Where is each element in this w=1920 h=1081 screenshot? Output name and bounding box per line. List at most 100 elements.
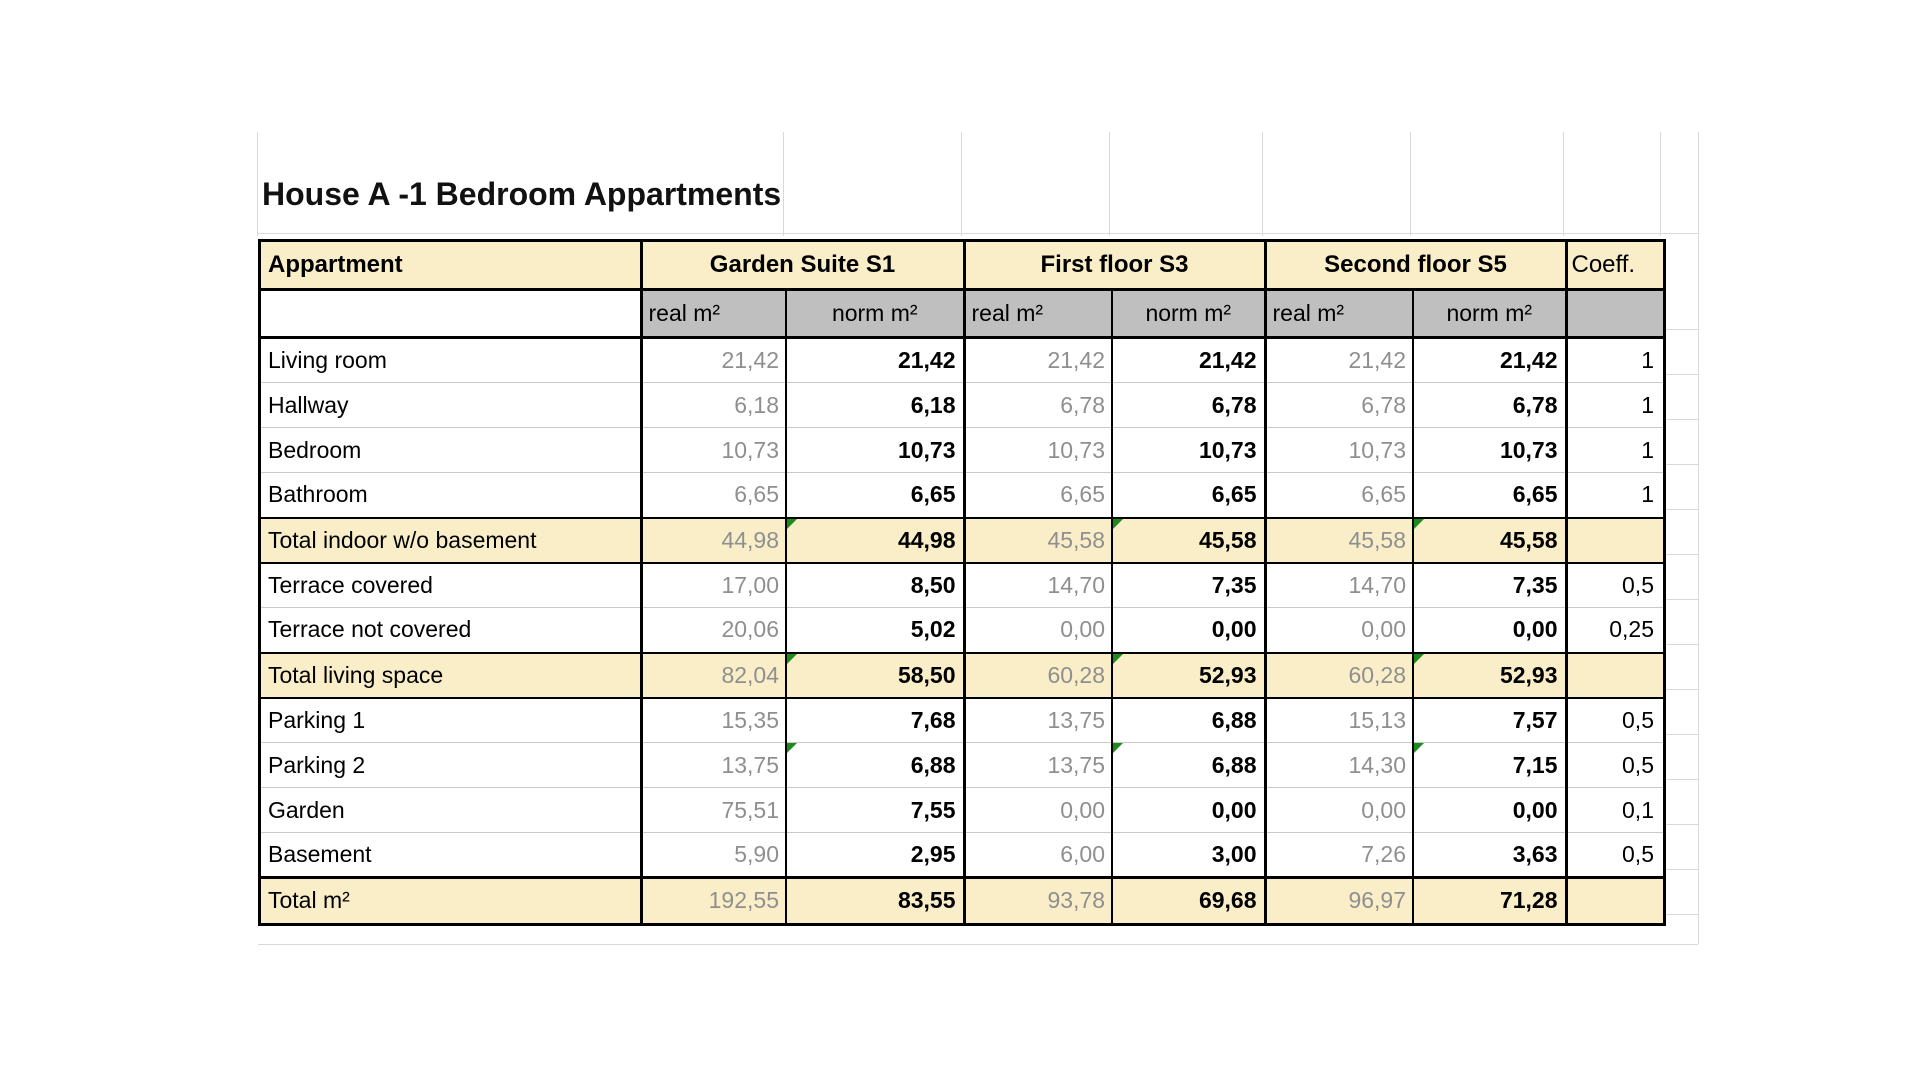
cell-bathroom-first-floor-s3-norm[interactable]: 6,65 [1112, 472, 1267, 518]
subheader-coeff-cell[interactable] [1566, 289, 1663, 339]
subheader-second-norm[interactable]: norm m² [1413, 289, 1568, 339]
cell-total-indoor-w-o-basement-first-floor-s3-real[interactable]: 45,58 [964, 516, 1113, 564]
cell-hallway-second-floor-s5-norm[interactable]: 6,78 [1413, 382, 1568, 428]
cell-basement-first-floor-s3-norm[interactable]: 3,00 [1112, 832, 1267, 878]
cell-parking-2-first-floor-s3-norm[interactable]: 6,88 [1112, 742, 1267, 788]
cell-parking-2-second-floor-s5-norm[interactable]: 7,15 [1413, 742, 1568, 788]
cell-total-living-space-second-floor-s5-real[interactable]: 60,28 [1265, 651, 1414, 699]
subheader-first-norm[interactable]: norm m² [1112, 289, 1267, 339]
cell-total-indoor-w-o-basement-garden-suite-s1-real[interactable]: 44,98 [641, 516, 787, 564]
cell-garden-first-floor-s3-norm[interactable]: 0,00 [1112, 787, 1267, 833]
row-label-total-living-space[interactable]: Total living space [261, 651, 643, 699]
cell-living-room-coeff[interactable]: 1 [1566, 337, 1663, 383]
cell-parking-2-garden-suite-s1-norm[interactable]: 6,88 [786, 742, 966, 788]
cell-hallway-garden-suite-s1-norm[interactable]: 6,18 [786, 382, 966, 428]
row-label-parking-1[interactable]: Parking 1 [261, 697, 643, 743]
subheader-empty-cell[interactable] [261, 289, 643, 339]
cell-total-indoor-w-o-basement-first-floor-s3-norm[interactable]: 45,58 [1112, 516, 1267, 564]
cell-living-room-garden-suite-s1-real[interactable]: 21,42 [641, 337, 787, 383]
cell-living-room-garden-suite-s1-norm[interactable]: 21,42 [786, 337, 966, 383]
cell-total-m-garden-suite-s1-norm[interactable]: 83,55 [786, 876, 966, 923]
cell-basement-coeff[interactable]: 0,5 [1566, 832, 1663, 878]
cell-garden-second-floor-s5-norm[interactable]: 0,00 [1413, 787, 1568, 833]
cell-total-living-space-first-floor-s3-real[interactable]: 60,28 [964, 651, 1113, 699]
cell-total-living-space-garden-suite-s1-norm[interactable]: 58,50 [786, 651, 966, 699]
cell-parking-1-coeff[interactable]: 0,5 [1566, 697, 1663, 743]
cell-parking-1-garden-suite-s1-real[interactable]: 15,35 [641, 697, 787, 743]
cell-terrace-not-covered-first-floor-s3-norm[interactable]: 0,00 [1112, 607, 1267, 653]
row-label-terrace-covered[interactable]: Terrace covered [261, 562, 643, 608]
cell-terrace-covered-second-floor-s5-real[interactable]: 14,70 [1265, 562, 1414, 608]
subheader-garden-norm[interactable]: norm m² [786, 289, 966, 339]
cell-living-room-second-floor-s5-norm[interactable]: 21,42 [1413, 337, 1568, 383]
row-label-total-m[interactable]: Total m² [261, 876, 643, 923]
cell-parking-2-first-floor-s3-real[interactable]: 13,75 [964, 742, 1113, 788]
col-header-second-floor-s5[interactable]: Second floor S5 [1265, 242, 1568, 291]
cell-total-m-second-floor-s5-norm[interactable]: 71,28 [1413, 876, 1568, 923]
cell-hallway-coeff[interactable]: 1 [1566, 382, 1663, 428]
cell-total-indoor-w-o-basement-second-floor-s5-norm[interactable]: 45,58 [1413, 516, 1568, 564]
cell-parking-2-second-floor-s5-real[interactable]: 14,30 [1265, 742, 1414, 788]
cell-hallway-first-floor-s3-real[interactable]: 6,78 [964, 382, 1113, 428]
cell-parking-1-first-floor-s3-norm[interactable]: 6,88 [1112, 697, 1267, 743]
cell-parking-1-first-floor-s3-real[interactable]: 13,75 [964, 697, 1113, 743]
cell-bedroom-second-floor-s5-real[interactable]: 10,73 [1265, 427, 1414, 473]
cell-basement-garden-suite-s1-norm[interactable]: 2,95 [786, 832, 966, 878]
cell-total-m-first-floor-s3-real[interactable]: 93,78 [964, 876, 1113, 923]
cell-bathroom-second-floor-s5-real[interactable]: 6,65 [1265, 472, 1414, 518]
cell-total-m-first-floor-s3-norm[interactable]: 69,68 [1112, 876, 1267, 923]
cell-bathroom-first-floor-s3-real[interactable]: 6,65 [964, 472, 1113, 518]
cell-total-living-space-coeff[interactable] [1566, 651, 1663, 699]
cell-parking-2-coeff[interactable]: 0,5 [1566, 742, 1663, 788]
subheader-second-real[interactable]: real m² [1265, 289, 1414, 339]
cell-terrace-covered-coeff[interactable]: 0,5 [1566, 562, 1663, 608]
cell-garden-garden-suite-s1-real[interactable]: 75,51 [641, 787, 787, 833]
row-label-total-indoor-w-o-basement[interactable]: Total indoor w/o basement [261, 516, 643, 564]
cell-terrace-not-covered-garden-suite-s1-norm[interactable]: 5,02 [786, 607, 966, 653]
cell-bedroom-second-floor-s5-norm[interactable]: 10,73 [1413, 427, 1568, 473]
cell-terrace-covered-garden-suite-s1-norm[interactable]: 8,50 [786, 562, 966, 608]
row-label-bedroom[interactable]: Bedroom [261, 427, 643, 473]
cell-parking-1-second-floor-s5-norm[interactable]: 7,57 [1413, 697, 1568, 743]
subheader-garden-real[interactable]: real m² [641, 289, 787, 339]
cell-terrace-not-covered-coeff[interactable]: 0,25 [1566, 607, 1663, 653]
cell-terrace-covered-garden-suite-s1-real[interactable]: 17,00 [641, 562, 787, 608]
cell-basement-second-floor-s5-norm[interactable]: 3,63 [1413, 832, 1568, 878]
cell-total-m-second-floor-s5-real[interactable]: 96,97 [1265, 876, 1414, 923]
cell-living-room-first-floor-s3-norm[interactable]: 21,42 [1112, 337, 1267, 383]
cell-hallway-second-floor-s5-real[interactable]: 6,78 [1265, 382, 1414, 428]
cell-bedroom-garden-suite-s1-real[interactable]: 10,73 [641, 427, 787, 473]
cell-bathroom-coeff[interactable]: 1 [1566, 472, 1663, 518]
cell-total-living-space-second-floor-s5-norm[interactable]: 52,93 [1413, 651, 1568, 699]
cell-garden-second-floor-s5-real[interactable]: 0,00 [1265, 787, 1414, 833]
cell-garden-first-floor-s3-real[interactable]: 0,00 [964, 787, 1113, 833]
cell-parking-1-second-floor-s5-real[interactable]: 15,13 [1265, 697, 1414, 743]
cell-terrace-not-covered-second-floor-s5-real[interactable]: 0,00 [1265, 607, 1414, 653]
cell-bathroom-second-floor-s5-norm[interactable]: 6,65 [1413, 472, 1568, 518]
row-label-parking-2[interactable]: Parking 2 [261, 742, 643, 788]
cell-garden-garden-suite-s1-norm[interactable]: 7,55 [786, 787, 966, 833]
cell-basement-garden-suite-s1-real[interactable]: 5,90 [641, 832, 787, 878]
cell-terrace-covered-first-floor-s3-real[interactable]: 14,70 [964, 562, 1113, 608]
cell-bedroom-first-floor-s3-real[interactable]: 10,73 [964, 427, 1113, 473]
row-label-terrace-not-covered[interactable]: Terrace not covered [261, 607, 643, 653]
cell-total-m-coeff[interactable] [1566, 876, 1663, 923]
cell-bedroom-coeff[interactable]: 1 [1566, 427, 1663, 473]
cell-total-m-garden-suite-s1-real[interactable]: 192,55 [641, 876, 787, 923]
col-header-appartment[interactable]: Appartment [261, 242, 643, 291]
cell-terrace-not-covered-first-floor-s3-real[interactable]: 0,00 [964, 607, 1113, 653]
cell-total-indoor-w-o-basement-garden-suite-s1-norm[interactable]: 44,98 [786, 516, 966, 564]
subheader-first-real[interactable]: real m² [964, 289, 1113, 339]
cell-bathroom-garden-suite-s1-norm[interactable]: 6,65 [786, 472, 966, 518]
col-header-garden-suite-s1[interactable]: Garden Suite S1 [641, 242, 966, 291]
cell-bathroom-garden-suite-s1-real[interactable]: 6,65 [641, 472, 787, 518]
row-label-hallway[interactable]: Hallway [261, 382, 643, 428]
cell-hallway-first-floor-s3-norm[interactable]: 6,78 [1112, 382, 1267, 428]
cell-basement-second-floor-s5-real[interactable]: 7,26 [1265, 832, 1414, 878]
row-label-living-room[interactable]: Living room [261, 337, 643, 383]
cell-garden-coeff[interactable]: 0,1 [1566, 787, 1663, 833]
cell-living-room-second-floor-s5-real[interactable]: 21,42 [1265, 337, 1414, 383]
cell-terrace-not-covered-second-floor-s5-norm[interactable]: 0,00 [1413, 607, 1568, 653]
cell-total-living-space-garden-suite-s1-real[interactable]: 82,04 [641, 651, 787, 699]
row-label-bathroom[interactable]: Bathroom [261, 472, 643, 518]
